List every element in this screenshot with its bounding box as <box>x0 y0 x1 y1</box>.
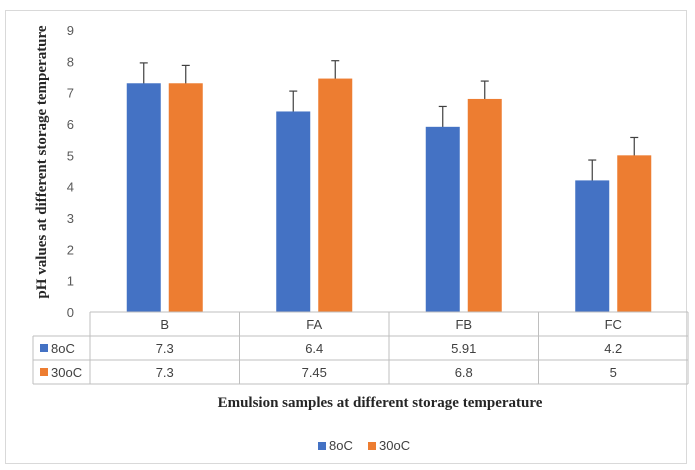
y-tick-label: 1 <box>67 274 74 289</box>
legend-label: 30oC <box>379 438 410 453</box>
legend-label: 8oC <box>329 438 353 453</box>
bar-30oC-FA <box>318 78 353 312</box>
bar-30oC-B <box>168 83 203 313</box>
legend-key <box>368 442 376 450</box>
bar-8oC-FC <box>575 180 610 312</box>
y-tick-label: 7 <box>67 86 74 101</box>
data-label: 4.2 <box>604 341 622 356</box>
category-label: FC <box>605 317 622 332</box>
y-tick-label: 4 <box>67 180 74 195</box>
y-tick-label: 9 <box>67 23 74 38</box>
y-tick-label: 3 <box>67 211 74 226</box>
category-label: FB <box>455 317 472 332</box>
y-tick-label: 2 <box>67 242 74 257</box>
bar-8oC-B <box>126 83 161 313</box>
y-axis-title: pH values at different storage temperatu… <box>34 25 50 298</box>
bar-30oC-FC <box>617 155 652 312</box>
category-label: B <box>160 317 169 332</box>
bars <box>126 78 652 313</box>
data-label: 5.91 <box>451 341 476 356</box>
error-bars <box>139 60 639 202</box>
data-label: 6.4 <box>305 341 323 356</box>
table-legend-key <box>40 368 48 376</box>
table-series-name: 30oC <box>51 365 82 380</box>
data-table: B FA FB FC 8oC 7.3 6.4 5.91 4.2 30oC 7.3 7.45 6.8 5 <box>32 311 689 385</box>
data-label: 5 <box>610 365 617 380</box>
y-axis-ticks: 0 1 2 3 4 5 6 7 8 9 <box>67 23 74 320</box>
y-tick-label: 0 <box>67 305 74 320</box>
table-series-name: 8oC <box>51 341 75 356</box>
data-label: 7.3 <box>156 365 174 380</box>
data-label: 7.45 <box>302 365 327 380</box>
y-tick-label: 6 <box>67 117 74 132</box>
table-legend-key <box>40 344 48 352</box>
data-label: 6.8 <box>455 365 473 380</box>
y-tick-label: 8 <box>67 54 74 69</box>
legend: 8oC 30oC <box>318 438 410 453</box>
x-axis-title: Emulsion samples at different storage te… <box>218 395 543 411</box>
bar-8oC-FA <box>276 111 311 312</box>
bar-8oC-FB <box>425 126 460 312</box>
data-label: 7.3 <box>156 341 174 356</box>
legend-key <box>318 442 326 450</box>
y-tick-label: 5 <box>67 148 74 163</box>
chart-frame <box>5 10 687 464</box>
category-label: FA <box>306 317 322 332</box>
bar-30oC-FB <box>467 98 502 312</box>
